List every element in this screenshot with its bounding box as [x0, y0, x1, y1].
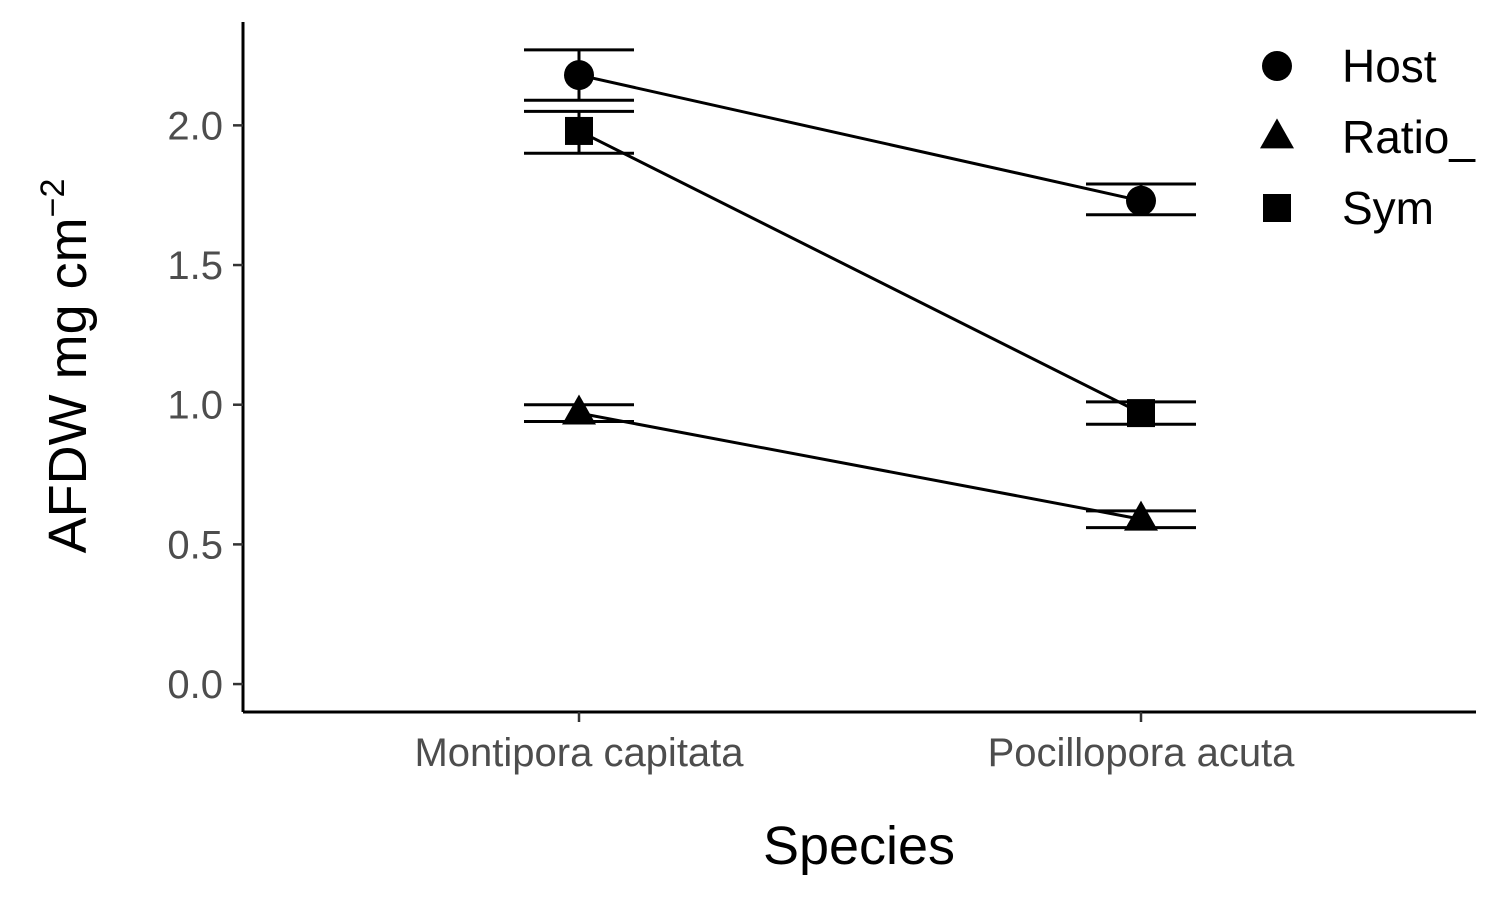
- legend-label: Sym: [1342, 182, 1434, 234]
- legend-item-ratio: Ratio_: [1260, 111, 1476, 163]
- data-point-host: [1126, 185, 1156, 216]
- legend-item-sym: Sym: [1263, 182, 1434, 234]
- y-tick-label: 0.5: [167, 523, 223, 567]
- series-line-ratio: [578, 411, 1142, 521]
- legend-item-host: Host: [1262, 40, 1437, 92]
- legend: Host Ratio_ Sym: [1260, 40, 1476, 234]
- y-ticks: 0.0 0.5 1.0 1.5 2.0: [167, 104, 243, 707]
- data-point-ratio: [1124, 500, 1158, 531]
- series-line-sym: [578, 129, 1142, 415]
- x-ticks: Montipora capitata Pocillopora acuta: [414, 712, 1295, 775]
- data-point-sym: [1127, 399, 1155, 428]
- data-point-ratio: [562, 394, 596, 425]
- series-host: [524, 48, 1196, 217]
- y-tick-label: 1.0: [167, 384, 223, 428]
- y-tick-label: 2.0: [167, 104, 223, 148]
- legend-label: Host: [1342, 40, 1437, 92]
- series-line-host: [578, 73, 1142, 203]
- x-axis-title: Species: [763, 816, 955, 876]
- axes: 0.0 0.5 1.0 1.5 2.0 Montipora capitata Pocill…: [167, 22, 1476, 775]
- legend-marker-host: [1262, 51, 1292, 81]
- y-tick-label: 0.0: [167, 663, 223, 707]
- y-axis-title-superscript: −2: [34, 179, 72, 218]
- series-sym: [524, 109, 1196, 428]
- plot-area: [524, 48, 1196, 531]
- legend-marker-ratio: [1260, 118, 1294, 149]
- y-axis-title-main: AFDW mg cm: [38, 217, 98, 553]
- series-ratio: [524, 394, 1196, 531]
- legend-marker-sym: [1263, 194, 1291, 222]
- x-tick-label-pocillopora-acuta: Pocillopora acuta: [988, 731, 1296, 775]
- y-axis-title: AFDW mg cm−2: [34, 179, 98, 554]
- data-point-sym: [565, 116, 593, 145]
- data-point-host: [564, 60, 594, 91]
- x-tick-label-montipora-capitata: Montipora capitata: [414, 731, 744, 775]
- legend-label: Ratio_: [1342, 111, 1476, 163]
- y-tick-label: 1.5: [167, 244, 223, 288]
